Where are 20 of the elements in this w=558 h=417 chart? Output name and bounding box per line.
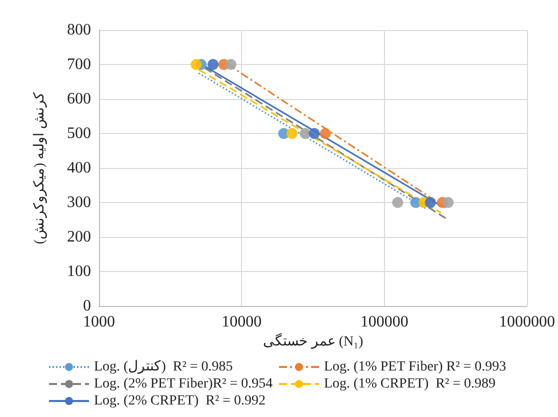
- y-tick-label: 300: [67, 194, 91, 211]
- y-tick-label: 200: [67, 228, 91, 246]
- y-tick-label: 500: [67, 125, 91, 142]
- x-tick-label: 1000: [83, 314, 115, 330]
- y-tick-label: 600: [67, 90, 91, 108]
- y-tick-label: 700: [67, 56, 91, 73]
- legend-label: Log. (2% CRPET) R² = 0.992: [94, 394, 266, 408]
- x-tick-label: 1000000: [499, 314, 555, 330]
- legend-label: Log. (کنترل) R² = 0.985: [94, 360, 233, 374]
- legend-label: Log. (2% PET Fiber)R² = 0.954: [94, 376, 273, 392]
- x-axis-title: عمر خستگی (N₁): [262, 332, 364, 350]
- legend-label: Log. (1% PET Fiber) R² = 0.993: [324, 360, 506, 374]
- y-tick-label: 400: [67, 160, 91, 176]
- x-tick-label: 10000: [222, 314, 262, 330]
- y-tick-label: 800: [67, 22, 91, 38]
- x-tick-label: 100000: [360, 314, 408, 330]
- y-tick-label: 100: [67, 263, 91, 280]
- legend-label: Log. (1% CRPET) R² = 0.989: [324, 376, 496, 392]
- y-tick-label: 0: [83, 298, 91, 314]
- y-axis-title: کرنش اولیه (میکروکرنش): [32, 92, 48, 244]
